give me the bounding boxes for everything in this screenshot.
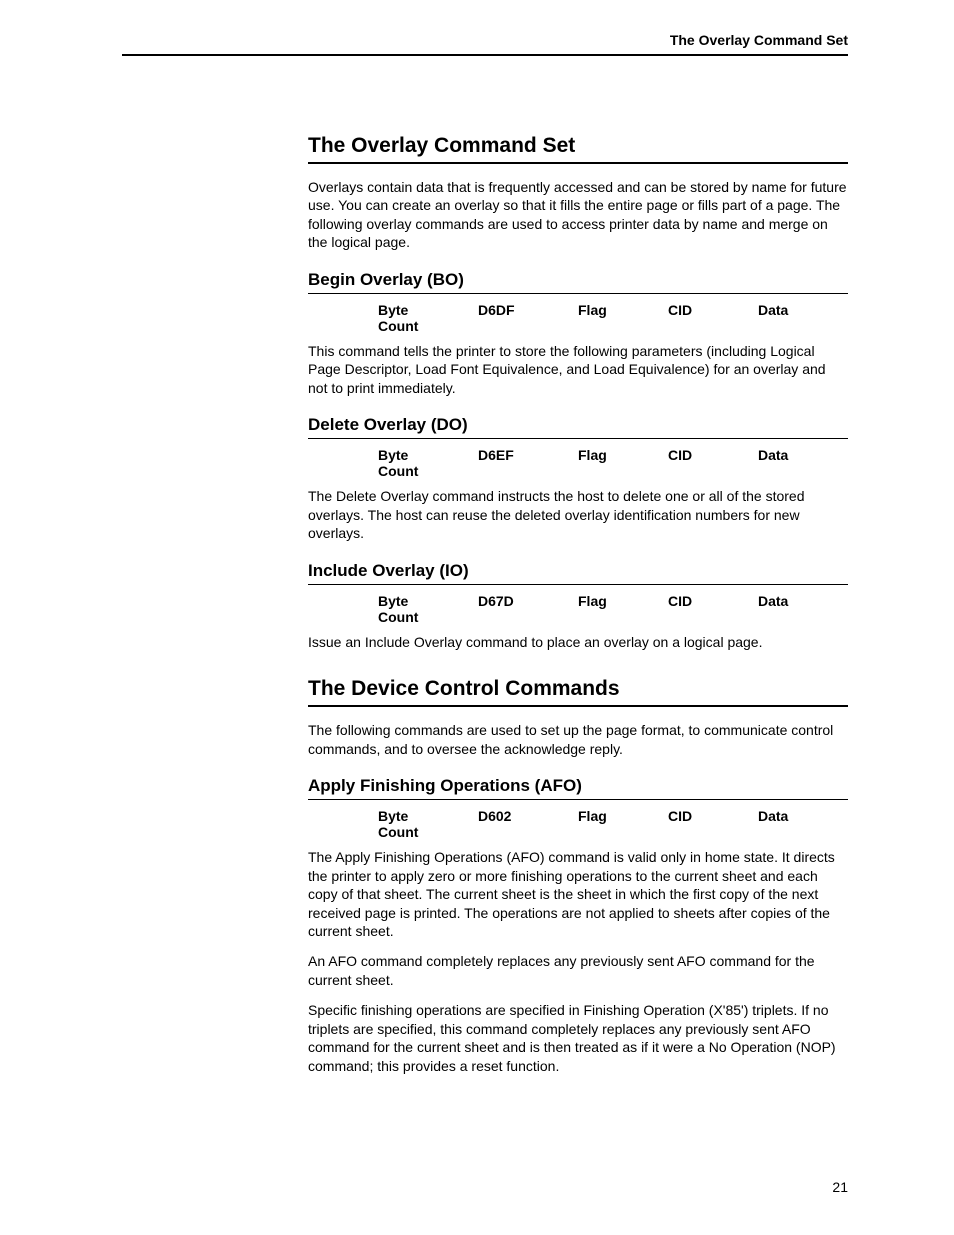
col-count: Count (378, 824, 418, 840)
main-content: The Overlay Command Set Overlays contain… (308, 134, 848, 1075)
col-code: D6DF (478, 302, 578, 334)
device-intro: The following commands are used to set u… (308, 721, 848, 758)
col-cid: CID (668, 302, 758, 334)
running-header: The Overlay Command Set (122, 32, 848, 56)
command-row-io: Byte Count D67D Flag CID Data (308, 593, 848, 625)
page-number: 21 (832, 1179, 848, 1195)
do-text: The Delete Overlay command instructs the… (308, 487, 848, 542)
afo-p3: Specific finishing operations are specif… (308, 1001, 848, 1075)
section-title-overlay: The Overlay Command Set (308, 134, 848, 164)
overlay-intro: Overlays contain data that is frequently… (308, 178, 848, 252)
col-cid: CID (668, 447, 758, 479)
col-cid: CID (668, 808, 758, 840)
col-code: D602 (478, 808, 578, 840)
subsection-title-do: Delete Overlay (DO) (308, 415, 848, 439)
io-text: Issue an Include Overlay command to plac… (308, 633, 848, 651)
command-row-do: Byte Count D6EF Flag CID Data (308, 447, 848, 479)
col-code: D6EF (478, 447, 578, 479)
col-byte: Byte (378, 447, 408, 463)
col-flag: Flag (578, 593, 668, 625)
afo-p1: The Apply Finishing Operations (AFO) com… (308, 848, 848, 940)
col-count: Count (378, 318, 418, 334)
col-data: Data (758, 447, 818, 479)
command-row-bo: Byte Count D6DF Flag CID Data (308, 302, 848, 334)
afo-p2: An AFO command completely replaces any p… (308, 952, 848, 989)
subsection-title-io: Include Overlay (IO) (308, 561, 848, 585)
col-flag: Flag (578, 302, 668, 334)
col-byte: Byte (378, 808, 408, 824)
bo-text: This command tells the printer to store … (308, 342, 848, 397)
subsection-title-afo: Apply Finishing Operations (AFO) (308, 776, 848, 800)
col-count: Count (378, 609, 418, 625)
col-byte: Byte (378, 302, 408, 318)
col-code: D67D (478, 593, 578, 625)
col-flag: Flag (578, 447, 668, 479)
col-byte: Byte (378, 593, 408, 609)
col-count: Count (378, 463, 418, 479)
command-row-afo: Byte Count D602 Flag CID Data (308, 808, 848, 840)
subsection-title-bo: Begin Overlay (BO) (308, 270, 848, 294)
col-data: Data (758, 593, 818, 625)
col-data: Data (758, 302, 818, 334)
col-cid: CID (668, 593, 758, 625)
col-flag: Flag (578, 808, 668, 840)
page-root: The Overlay Command Set The Overlay Comm… (0, 0, 954, 1235)
col-data: Data (758, 808, 818, 840)
section-title-device: The Device Control Commands (308, 677, 848, 707)
